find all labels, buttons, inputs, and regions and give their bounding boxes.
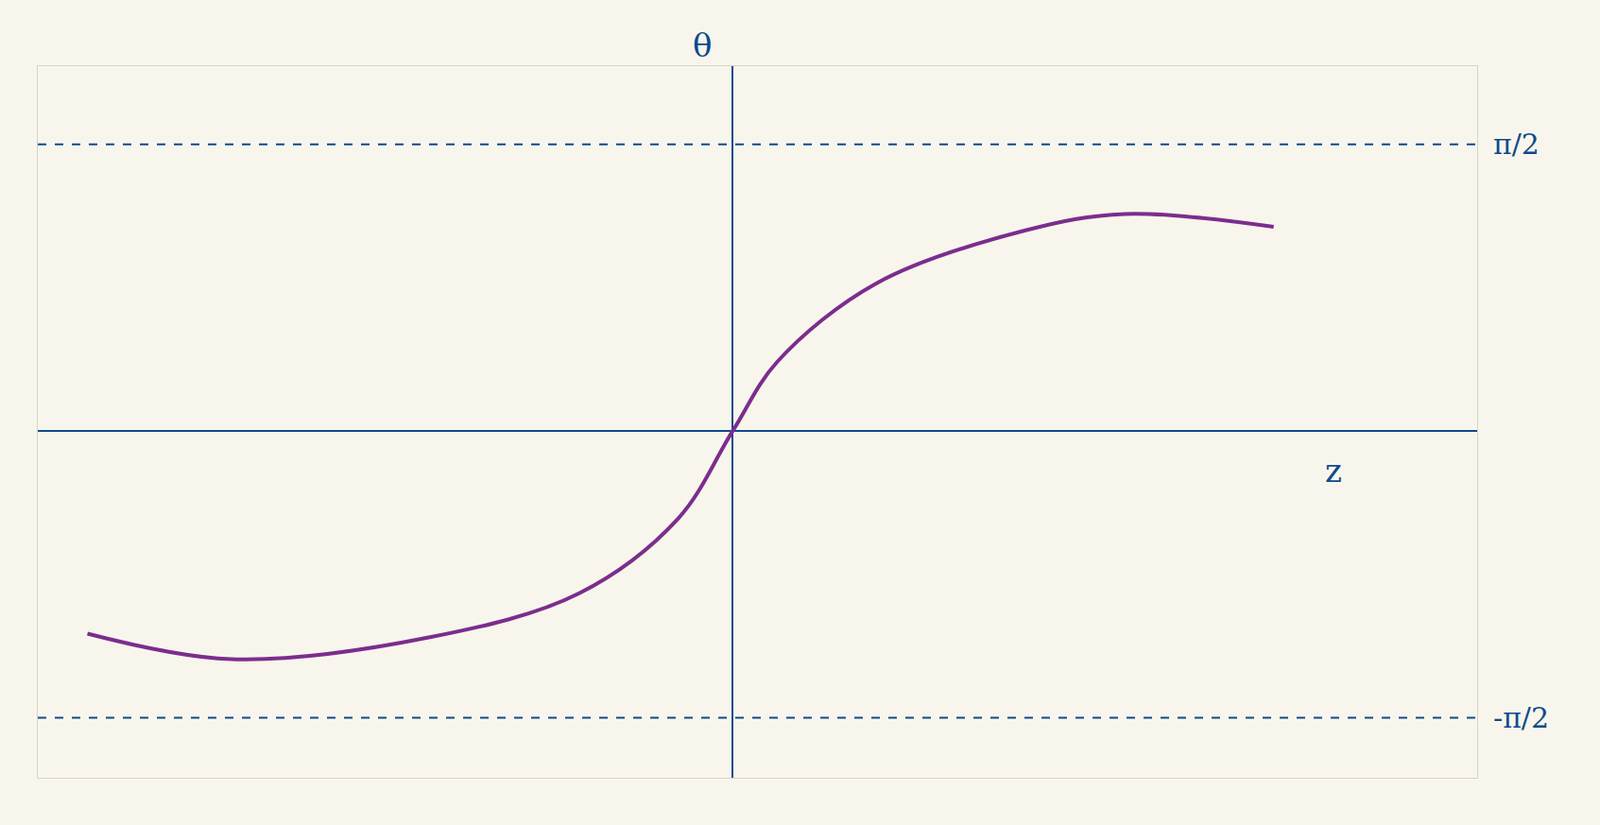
svg-text:-π/2: -π/2 — [1493, 701, 1549, 735]
svg-text:π/2: π/2 — [1493, 127, 1540, 161]
svg-text:z: z — [1324, 451, 1342, 490]
svg-text:θ: θ — [692, 26, 712, 65]
